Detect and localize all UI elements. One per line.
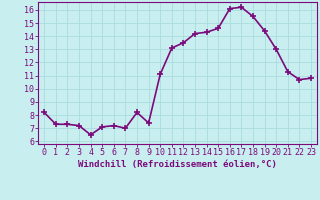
X-axis label: Windchill (Refroidissement éolien,°C): Windchill (Refroidissement éolien,°C) — [78, 160, 277, 169]
